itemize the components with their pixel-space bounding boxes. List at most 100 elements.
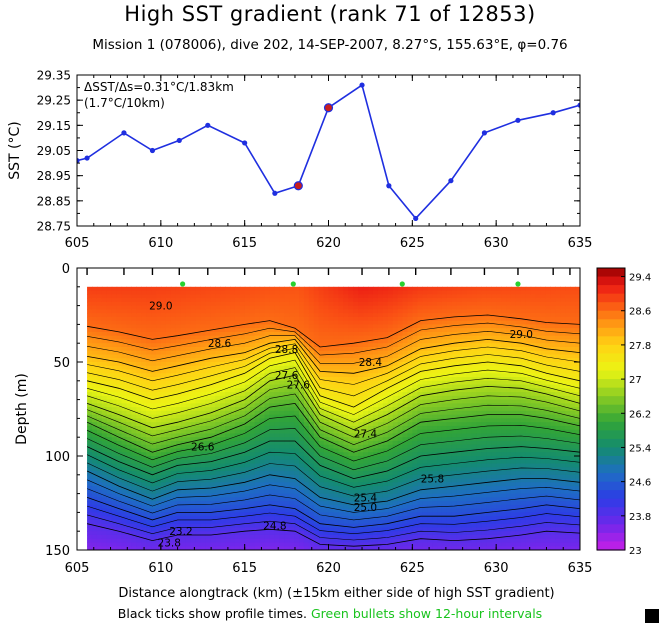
temperature-cell — [185, 463, 192, 468]
temperature-cell — [279, 433, 285, 438]
temperature-cell — [190, 362, 197, 367]
temperature-cell — [200, 343, 206, 348]
temperature-cell — [328, 463, 335, 468]
temperature-cell — [141, 407, 147, 412]
temperature-cell — [412, 328, 418, 333]
temperature-cell — [387, 463, 394, 468]
temperature-cell — [402, 456, 409, 461]
temperature-cell — [318, 546, 325, 550]
temperature-cell — [230, 542, 236, 547]
temperature-cell — [101, 335, 108, 341]
temperature-cell — [392, 343, 399, 348]
temperature-cell — [294, 433, 300, 438]
temperature-cell — [427, 399, 433, 404]
temperature-cell — [185, 373, 192, 378]
temperature-cell — [234, 478, 241, 483]
temperature-cell — [87, 531, 93, 536]
temperature-cell — [368, 369, 374, 374]
temperature-cell — [289, 542, 295, 547]
temperature-cell — [368, 448, 374, 453]
temperature-cell — [259, 546, 266, 550]
temperature-cell — [308, 429, 315, 435]
temperature-cell — [146, 313, 152, 318]
temperature-cell — [131, 546, 137, 550]
temperature-cell — [215, 324, 221, 329]
temperature-cell — [397, 399, 404, 404]
temperature-cell — [318, 478, 325, 483]
temperature-cell — [205, 493, 211, 498]
temperature-cell — [91, 546, 98, 550]
temperature-cell — [318, 365, 325, 371]
temperature-cell — [377, 422, 384, 427]
temperature-cell — [141, 456, 147, 461]
temperature-cell — [343, 471, 349, 476]
temperature-cell — [156, 320, 162, 325]
temperature-cell — [387, 358, 394, 363]
temperature-cell — [215, 422, 221, 427]
temperature-cell — [392, 471, 399, 476]
temperature-cell — [289, 343, 295, 348]
temperature-cell — [156, 365, 162, 371]
temperature-cell — [156, 444, 162, 450]
temperature-cell — [131, 313, 137, 318]
temperature-cell — [417, 497, 423, 502]
temperature-cell — [210, 504, 216, 510]
temperature-cell — [323, 343, 330, 348]
temperature-cell — [106, 422, 113, 427]
temperature-cell — [161, 474, 167, 480]
temperature-cell — [234, 294, 241, 299]
temperature-cell — [259, 410, 266, 416]
temperature-cell — [254, 290, 261, 295]
temperature-cell — [427, 298, 433, 303]
temperature-cell — [254, 482, 261, 487]
temperature-cell — [91, 452, 98, 457]
temperature-cell — [392, 294, 399, 299]
temperature-cell — [136, 493, 142, 498]
temperature-cell — [407, 497, 413, 502]
temperature-cell — [87, 298, 93, 303]
temperature-cell — [412, 463, 418, 468]
temperature-cell — [106, 369, 113, 374]
temperature-cell — [333, 399, 340, 404]
temperature-cell — [363, 471, 369, 476]
temperature-cell — [427, 546, 433, 550]
temperature-cell — [427, 425, 433, 431]
temperature-cell — [358, 534, 364, 540]
temperature-cell — [402, 459, 409, 465]
temperature-cell — [338, 358, 344, 363]
temperature-cell — [407, 309, 413, 314]
temperature-cell — [313, 362, 320, 367]
temperature-cell — [220, 395, 226, 401]
temperature-cell — [234, 440, 241, 446]
temperature-cell — [220, 538, 226, 544]
temperature-cell — [205, 298, 211, 303]
temperature-cell — [417, 290, 423, 295]
temperature-cell — [131, 433, 137, 438]
temperature-cell — [407, 380, 413, 386]
temperature-cell — [299, 407, 305, 412]
temperature-cell — [333, 459, 340, 465]
temperature-cell — [254, 335, 261, 341]
temperature-cell — [422, 497, 428, 502]
temperature-cell — [141, 373, 147, 378]
temperature-cell — [299, 459, 305, 465]
temperature-cell — [244, 305, 251, 310]
temperature-cell — [397, 362, 404, 367]
temperature-cell — [215, 369, 221, 374]
temperature-cell — [343, 519, 349, 525]
temperature-cell — [136, 328, 142, 333]
temperature-cell — [264, 440, 271, 446]
temperature-cell — [249, 335, 256, 341]
temperature-cell — [190, 313, 197, 318]
temperature-cell — [432, 320, 438, 325]
temperature-cell — [116, 305, 123, 310]
temperature-cell — [165, 301, 172, 307]
temperature-cell — [141, 523, 147, 529]
temperature-cell — [215, 380, 221, 386]
temperature-cell — [299, 471, 305, 476]
temperature-cell — [131, 286, 137, 292]
temperature-cell — [165, 358, 172, 363]
temperature-cell — [417, 478, 423, 483]
temperature-cell — [313, 456, 320, 461]
temperature-cell — [131, 354, 137, 359]
